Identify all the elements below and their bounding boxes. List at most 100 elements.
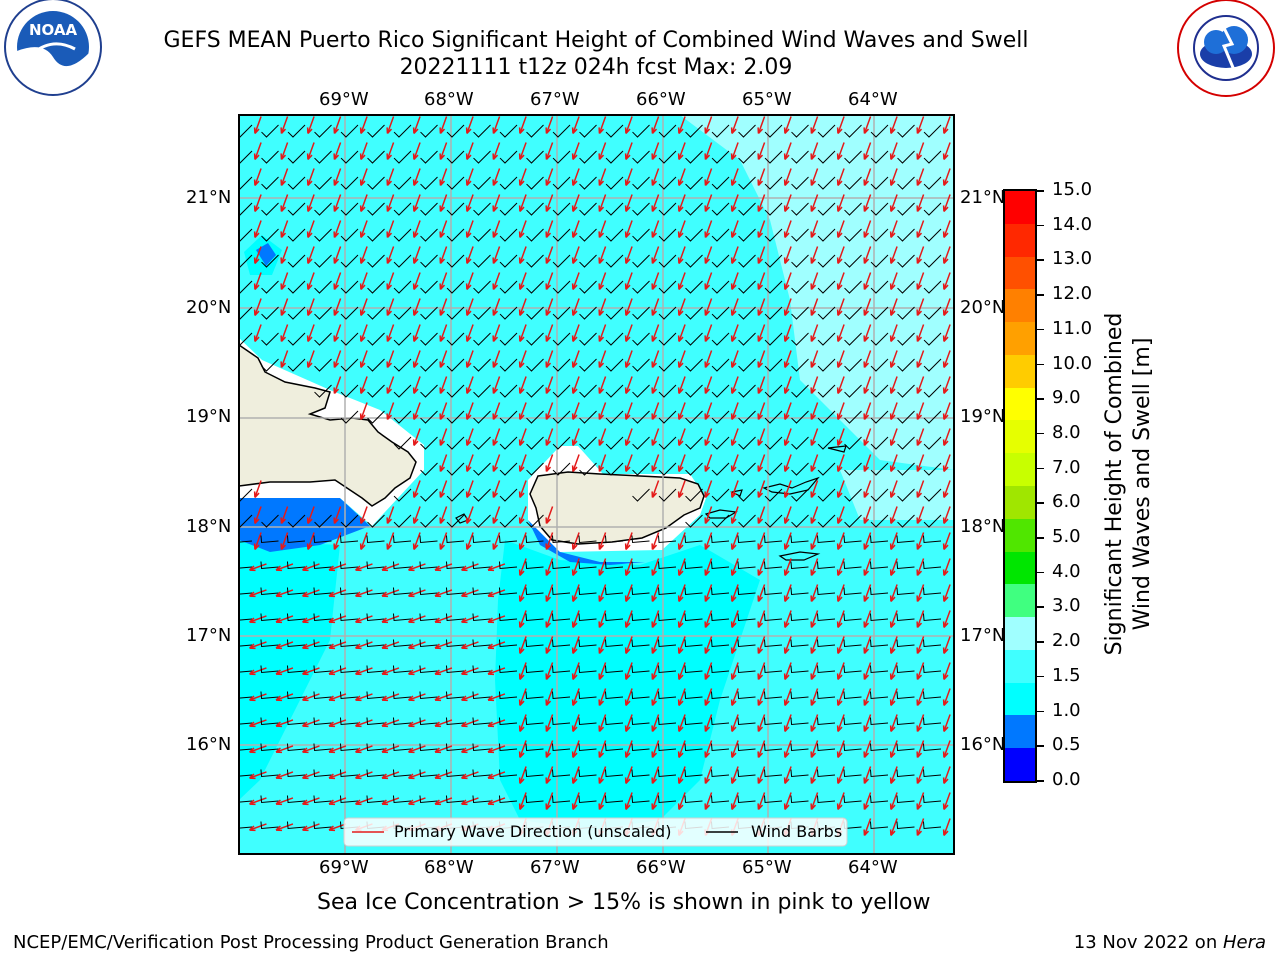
title-line-2: 20221111 t12z 024h fcst Max: 2.09 — [399, 55, 793, 80]
wind-barb — [791, 358, 809, 372]
wave-direction-arrow — [651, 766, 660, 784]
wave-direction-arrow — [545, 714, 554, 732]
wind-barb — [632, 280, 650, 294]
wave-direction-arrow — [439, 220, 448, 238]
wave-direction-arrow — [677, 480, 686, 498]
lat-label-right-21n: 21°N — [960, 187, 1006, 208]
lon-label-top-69w: 69°W — [319, 89, 369, 110]
wave-direction-arrow — [704, 454, 713, 472]
wave-direction-arrow — [545, 168, 554, 186]
wind-barb — [657, 717, 677, 726]
wave-direction-arrow — [355, 719, 373, 728]
wave-direction-arrow — [253, 116, 262, 134]
wind-barb — [392, 561, 412, 570]
wind-barb — [261, 202, 279, 216]
wind-barb — [239, 800, 253, 803]
wave-direction-arrow — [598, 350, 607, 368]
wind-barb — [499, 150, 518, 164]
wave-direction-arrow — [836, 350, 845, 368]
wind-barb — [525, 587, 544, 596]
wind-barb — [473, 488, 491, 502]
wave-direction-arrow — [677, 298, 686, 316]
wind-barb — [897, 488, 915, 502]
wind-barb — [498, 795, 518, 804]
wind-barb — [366, 535, 385, 544]
wave-direction-arrow — [863, 376, 872, 394]
wind-barb — [260, 691, 279, 700]
wind-barb — [896, 717, 915, 726]
lon-label-bottom-68w: 68°W — [424, 857, 474, 878]
wind-barb — [473, 202, 491, 216]
wave-direction-arrow — [942, 714, 951, 732]
wave-direction-arrow — [333, 194, 342, 212]
wind-barb — [923, 228, 942, 242]
wave-direction-arrow — [545, 662, 554, 680]
wave-direction-arrow — [359, 298, 368, 316]
wind-barb — [738, 150, 756, 164]
wind-barb — [711, 462, 730, 476]
wind-barb — [923, 514, 942, 528]
colorbar-tick-mark — [1037, 606, 1044, 608]
wind-barb — [578, 769, 597, 778]
wind-barb — [844, 228, 862, 242]
wave-direction-arrow — [302, 823, 320, 832]
wave-direction-arrow — [836, 116, 845, 134]
wind-barb — [392, 613, 412, 622]
wind-barb — [445, 639, 465, 648]
wave-direction-arrow — [730, 610, 739, 628]
wind-barb — [763, 769, 783, 778]
wind-barb — [239, 748, 253, 751]
wave-direction-arrow — [355, 667, 373, 676]
wave-direction-arrow — [328, 641, 347, 650]
wave-direction-arrow — [757, 272, 766, 290]
wind-barb — [632, 384, 650, 398]
wind-barb — [844, 436, 862, 450]
wave-direction-arrow — [408, 745, 426, 754]
wave-direction-arrow — [408, 693, 426, 702]
wind-barb — [791, 124, 809, 138]
wave-direction-arrow — [704, 584, 713, 602]
wind-barb — [552, 280, 571, 294]
colorbar-tick-label: 4.0 — [1052, 560, 1081, 582]
wind-barb — [923, 436, 942, 450]
wave-direction-arrow — [730, 662, 739, 680]
wave-direction-arrow — [651, 454, 660, 472]
wave-direction-arrow — [412, 324, 421, 342]
wave-direction-arrow — [889, 324, 898, 342]
wind-barb — [392, 769, 412, 778]
wind-barb — [446, 124, 465, 138]
colorbar-tick-mark — [1037, 675, 1044, 678]
wave-direction-arrow — [302, 641, 320, 650]
wind-barb — [472, 717, 491, 726]
wind-barb — [393, 124, 412, 138]
wind-barb — [393, 280, 412, 294]
wind-barb — [339, 613, 359, 622]
wind-barb — [313, 639, 332, 648]
wave-direction-arrow — [598, 194, 607, 212]
wave-direction-arrow — [651, 740, 660, 758]
wave-direction-arrow — [571, 298, 580, 316]
wind-barb — [286, 769, 306, 778]
wind-barb — [869, 535, 889, 544]
wave-direction-arrow — [810, 350, 819, 368]
wind-barb — [631, 769, 650, 778]
wind-barb — [473, 358, 491, 372]
wave-direction-arrow — [571, 350, 580, 368]
wave-direction-arrow — [704, 688, 713, 706]
wind-barb — [340, 306, 359, 320]
wind-barb — [472, 639, 491, 648]
wave-direction-arrow — [677, 220, 686, 238]
wind-barb — [472, 587, 491, 596]
wave-direction-arrow — [412, 428, 421, 446]
wind-barb — [473, 176, 491, 190]
colorbar-tick-mark — [1037, 467, 1044, 470]
wind-barb — [287, 228, 306, 242]
wind-barb — [791, 202, 809, 216]
wave-direction-arrow — [730, 168, 739, 186]
wind-barb — [552, 306, 571, 320]
wave-direction-arrow — [518, 584, 527, 602]
wind-barb — [446, 176, 465, 190]
wave-direction-arrow — [810, 324, 819, 342]
wind-barb — [420, 358, 438, 372]
wind-barb — [605, 124, 624, 138]
